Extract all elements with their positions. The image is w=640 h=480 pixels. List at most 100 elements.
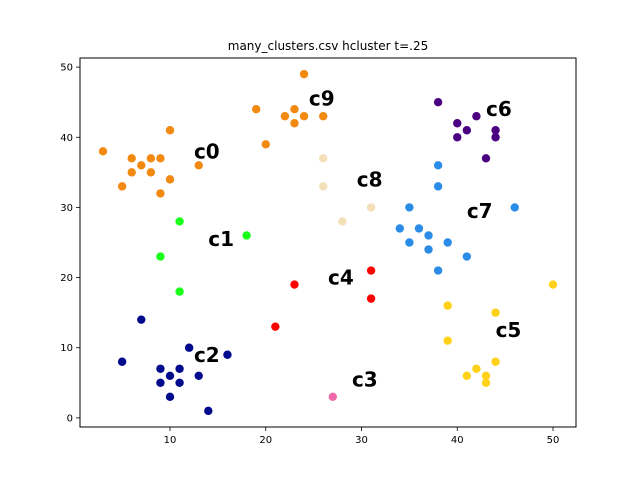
data-point-c7: [433, 182, 443, 191]
data-point-c2: [175, 378, 184, 388]
data-point-c0: [165, 126, 175, 135]
y-tick-label: 50: [60, 63, 73, 74]
data-point-c5: [491, 357, 500, 366]
data-point-c6: [453, 133, 462, 142]
data-point-c2: [184, 343, 194, 352]
data-point-c8: [366, 203, 376, 212]
data-point-c6: [453, 119, 462, 128]
data-point-c5: [548, 280, 558, 289]
data-point-c9: [290, 119, 299, 128]
data-point-c7: [433, 161, 443, 170]
data-point-c9: [280, 112, 290, 121]
data-point-c4: [366, 294, 376, 303]
x-tick-label: 50: [547, 435, 560, 446]
data-points: [98, 69, 558, 416]
data-point-c9: [299, 69, 309, 79]
y-tick-label: 20: [60, 273, 73, 284]
data-point-c5: [472, 364, 481, 373]
cluster-label-c3: c3: [352, 367, 378, 391]
data-point-c7: [405, 238, 414, 247]
cluster-label-c8: c8: [357, 167, 383, 191]
data-point-c0: [137, 161, 146, 170]
data-point-c5: [462, 371, 472, 380]
data-point-c1: [156, 252, 165, 261]
y-tick-label: 30: [60, 203, 73, 214]
cluster-label-c1: c1: [208, 227, 234, 251]
data-point-c9: [319, 112, 328, 121]
data-point-c0: [127, 168, 136, 177]
data-point-c4: [366, 266, 376, 275]
data-point-c1: [175, 287, 184, 296]
data-point-c7: [395, 224, 405, 233]
data-point-c2: [137, 315, 146, 324]
data-point-c2: [223, 350, 232, 359]
data-point-c4: [290, 280, 299, 289]
y-tick-label: 0: [67, 413, 73, 424]
cluster-label-c0: c0: [194, 139, 220, 163]
data-point-c6: [481, 154, 491, 163]
data-point-c8: [319, 182, 328, 191]
cluster-label-c2: c2: [194, 343, 220, 367]
data-point-c0: [98, 147, 108, 156]
cluster-label-c5: c5: [496, 318, 522, 342]
axis-ticks: 10 20 30 40 50 0 10 20 30 40 50: [60, 63, 559, 446]
data-point-c4: [271, 322, 280, 331]
data-point-c9: [251, 105, 261, 114]
data-point-c6: [433, 97, 443, 107]
data-point-c0: [156, 154, 165, 163]
data-point-c3: [328, 392, 337, 402]
data-point-c7: [510, 203, 519, 212]
data-point-c9: [290, 105, 299, 114]
cluster-labels: c0 c1 c2 c3 c4 c5 c6 c7 c8 c9: [194, 87, 521, 392]
data-point-c6: [491, 133, 500, 142]
data-point-c2: [175, 364, 184, 373]
data-point-c0: [165, 175, 175, 184]
y-tick-label: 10: [60, 343, 73, 354]
chart-title: many_clusters.csv hcluster t=.25: [228, 39, 428, 53]
data-point-c8: [338, 217, 347, 226]
y-tick-label: 40: [60, 133, 73, 144]
data-point-c5: [481, 371, 491, 380]
data-point-c2: [117, 357, 127, 366]
data-point-c5: [491, 308, 500, 317]
cluster-label-c6: c6: [486, 97, 512, 121]
x-tick-label: 20: [259, 435, 272, 446]
data-point-c0: [117, 182, 127, 191]
data-point-c8: [319, 154, 328, 163]
data-point-c2: [204, 406, 213, 416]
data-point-c0: [127, 154, 136, 163]
data-point-c9: [299, 112, 309, 121]
data-point-c6: [472, 112, 481, 121]
cluster-label-c7: c7: [467, 199, 493, 223]
data-point-c5: [443, 301, 452, 310]
data-point-c7: [424, 231, 433, 240]
x-tick-label: 10: [164, 435, 177, 446]
data-point-c2: [156, 378, 165, 388]
data-point-c7: [433, 266, 443, 275]
cluster-label-c4: c4: [328, 266, 354, 290]
data-point-c2: [194, 371, 203, 380]
data-point-c2: [156, 364, 165, 373]
data-point-c0: [156, 189, 165, 198]
data-point-c2: [165, 371, 175, 380]
data-point-c5: [443, 336, 452, 345]
data-point-c7: [443, 238, 452, 247]
data-point-c7: [424, 245, 433, 254]
data-point-c6: [491, 126, 500, 135]
plot-frame: [79, 57, 577, 428]
data-point-c0: [194, 161, 203, 170]
x-tick-label: 30: [355, 435, 368, 446]
x-tick-label: 40: [451, 435, 464, 446]
data-point-c1: [175, 217, 184, 226]
data-point-c1: [242, 231, 251, 240]
data-point-c0: [146, 154, 156, 163]
data-point-c2: [165, 392, 175, 402]
data-point-c7: [414, 224, 424, 233]
data-point-c9: [261, 140, 270, 149]
data-point-c5: [481, 378, 491, 388]
cluster-label-c9: c9: [309, 87, 335, 111]
data-point-c6: [462, 126, 472, 135]
data-point-c7: [462, 252, 472, 261]
data-point-c0: [146, 168, 156, 177]
